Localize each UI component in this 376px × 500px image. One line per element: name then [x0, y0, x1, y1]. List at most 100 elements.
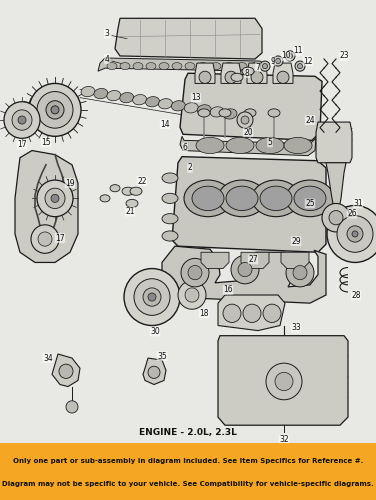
Circle shape — [273, 56, 283, 66]
Polygon shape — [218, 336, 348, 425]
Text: 21: 21 — [125, 207, 135, 216]
Ellipse shape — [219, 109, 231, 117]
Polygon shape — [172, 156, 326, 252]
Text: 19: 19 — [65, 178, 75, 188]
Text: 5: 5 — [268, 138, 273, 147]
Circle shape — [143, 288, 161, 306]
Ellipse shape — [110, 184, 120, 192]
Text: Diagram may not be specific to your vehicle. See Compatibility for vehicle-speci: Diagram may not be specific to your vehi… — [2, 481, 374, 487]
Ellipse shape — [133, 62, 143, 70]
Ellipse shape — [171, 100, 185, 111]
Ellipse shape — [100, 195, 110, 202]
Ellipse shape — [294, 186, 326, 210]
Text: 30: 30 — [150, 327, 160, 336]
Ellipse shape — [260, 186, 292, 210]
Circle shape — [262, 64, 267, 68]
Polygon shape — [143, 358, 166, 384]
Circle shape — [181, 258, 209, 287]
Polygon shape — [316, 122, 352, 163]
Circle shape — [337, 216, 373, 252]
Text: 4: 4 — [105, 54, 109, 64]
Circle shape — [148, 293, 156, 301]
Text: 28: 28 — [351, 290, 361, 300]
Ellipse shape — [120, 62, 130, 70]
Ellipse shape — [244, 109, 256, 117]
Text: 32: 32 — [279, 435, 289, 444]
Circle shape — [12, 110, 32, 130]
Ellipse shape — [172, 62, 182, 70]
Ellipse shape — [284, 138, 312, 154]
Ellipse shape — [162, 173, 178, 183]
Polygon shape — [326, 163, 346, 214]
Ellipse shape — [268, 109, 280, 117]
Ellipse shape — [231, 73, 243, 82]
Text: 34: 34 — [43, 354, 53, 362]
Text: 20: 20 — [243, 128, 253, 136]
Circle shape — [297, 64, 303, 68]
Polygon shape — [180, 136, 316, 156]
Ellipse shape — [242, 67, 254, 76]
Circle shape — [295, 61, 305, 71]
Circle shape — [238, 262, 252, 276]
Circle shape — [277, 71, 289, 84]
Ellipse shape — [286, 180, 334, 216]
Circle shape — [275, 372, 293, 390]
Polygon shape — [218, 295, 285, 330]
Circle shape — [225, 71, 237, 84]
Circle shape — [322, 204, 350, 232]
Circle shape — [251, 71, 263, 84]
Text: 2: 2 — [188, 164, 193, 172]
Text: 10: 10 — [281, 52, 291, 60]
Circle shape — [124, 268, 180, 326]
Circle shape — [38, 232, 52, 246]
Text: ENGINE - 2.0L, 2.3L: ENGINE - 2.0L, 2.3L — [139, 428, 237, 437]
Circle shape — [266, 363, 302, 400]
Circle shape — [37, 92, 73, 128]
Circle shape — [185, 288, 199, 302]
Ellipse shape — [162, 214, 178, 224]
Text: 18: 18 — [199, 309, 209, 318]
Text: 12: 12 — [303, 56, 313, 66]
Circle shape — [260, 61, 270, 71]
Text: 16: 16 — [223, 286, 233, 294]
Circle shape — [352, 231, 358, 237]
Ellipse shape — [184, 102, 198, 113]
Ellipse shape — [107, 90, 121, 101]
Circle shape — [134, 278, 170, 316]
Text: 23: 23 — [339, 52, 349, 60]
Text: 8: 8 — [245, 68, 249, 78]
Polygon shape — [98, 58, 268, 73]
Text: 33: 33 — [291, 323, 301, 332]
Ellipse shape — [226, 186, 258, 210]
Polygon shape — [52, 354, 80, 386]
Text: 7: 7 — [256, 62, 261, 72]
Circle shape — [329, 210, 343, 225]
Circle shape — [66, 401, 78, 413]
Polygon shape — [195, 63, 215, 84]
Ellipse shape — [198, 109, 210, 117]
Text: 3: 3 — [105, 29, 109, 38]
Ellipse shape — [224, 62, 234, 70]
Ellipse shape — [211, 62, 221, 70]
Ellipse shape — [196, 138, 224, 154]
Polygon shape — [221, 63, 241, 84]
Circle shape — [148, 366, 160, 378]
Ellipse shape — [159, 62, 169, 70]
Circle shape — [188, 266, 202, 280]
Circle shape — [241, 116, 249, 124]
Ellipse shape — [130, 187, 142, 196]
Circle shape — [223, 304, 241, 322]
Circle shape — [37, 180, 73, 216]
Circle shape — [347, 226, 363, 242]
Ellipse shape — [94, 88, 108, 99]
Ellipse shape — [184, 180, 232, 216]
Text: 9: 9 — [271, 56, 276, 66]
Polygon shape — [115, 18, 262, 59]
Ellipse shape — [197, 104, 211, 115]
Circle shape — [263, 304, 281, 322]
Text: 26: 26 — [347, 209, 357, 218]
Ellipse shape — [250, 62, 260, 70]
Text: 29: 29 — [291, 236, 301, 246]
Ellipse shape — [237, 62, 247, 70]
Text: 13: 13 — [191, 93, 201, 102]
